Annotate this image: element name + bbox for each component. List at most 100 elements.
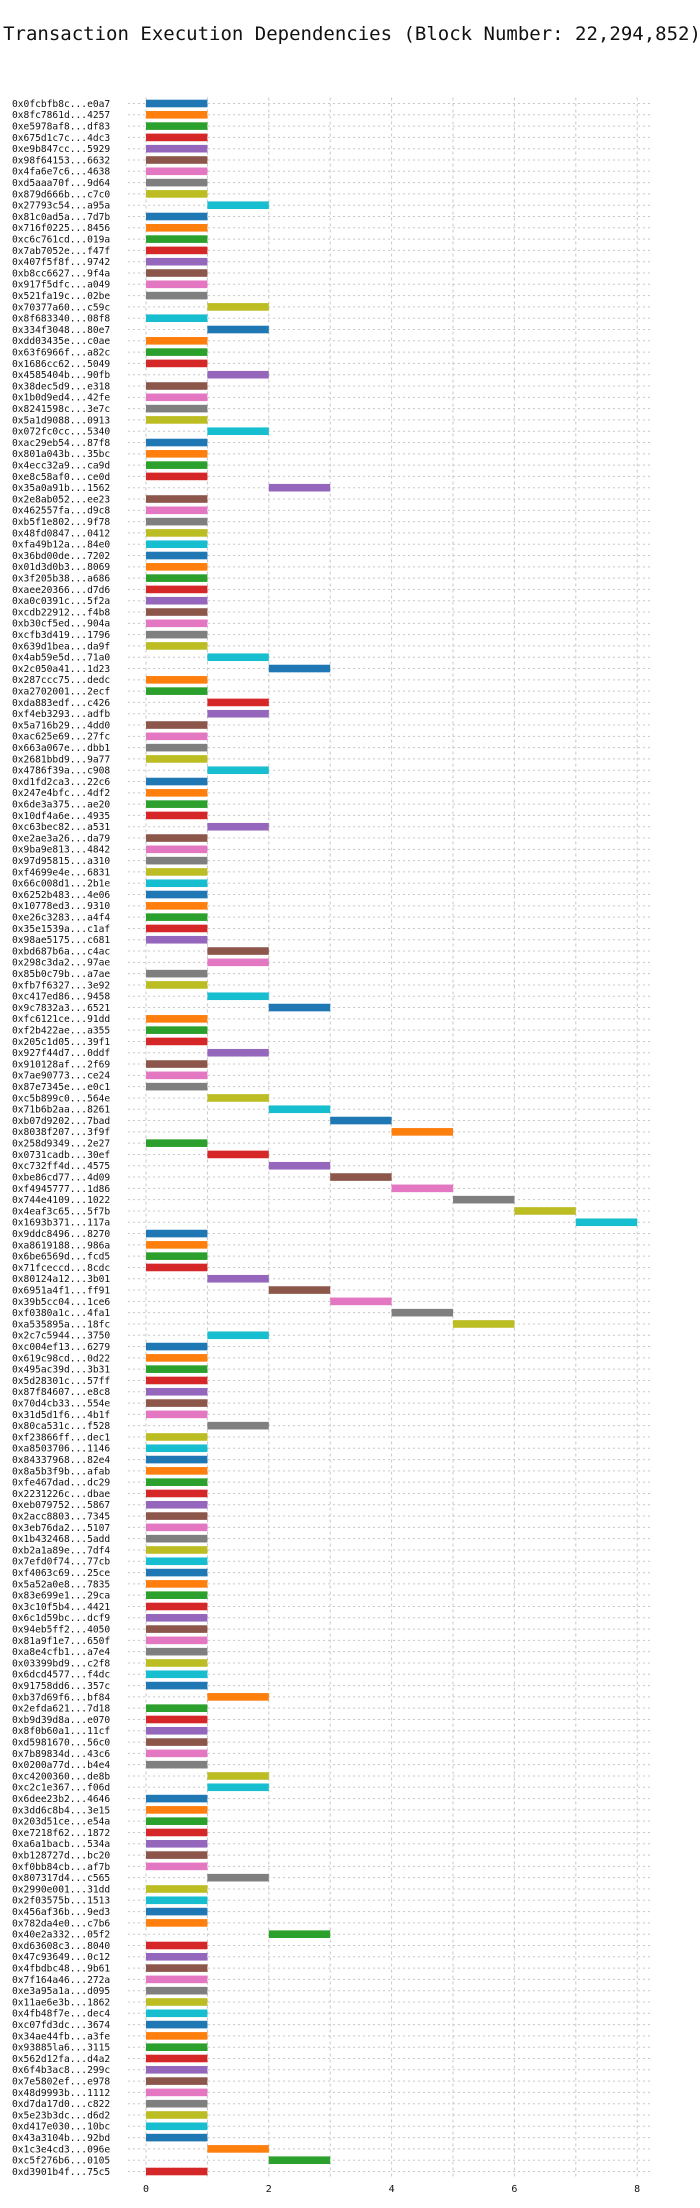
transaction-bar <box>146 1964 208 1972</box>
transaction-label: 0xaee20366...d7d6 <box>12 585 110 596</box>
transaction-label: 0x83e699e1...29ca <box>12 1591 110 1602</box>
transaction-bar <box>146 755 208 763</box>
transaction-label: 0x4fbdbc48...9b61 <box>12 1963 110 1974</box>
transaction-bar <box>207 653 269 662</box>
transaction-label: 0x4ecc32a9...ca9d <box>12 461 110 472</box>
transaction-label: 0x0200a77d...b4e4 <box>12 1760 110 1771</box>
transaction-bar <box>146 461 208 469</box>
x-tick-label: 2 <box>266 2184 272 2195</box>
transaction-bar <box>146 1647 208 1656</box>
transaction-label: 0xe8c58af0...ce0d <box>12 472 110 483</box>
transaction-bar <box>146 1252 208 1260</box>
transaction-bar <box>146 1399 208 1407</box>
transaction-label: 0x98f64153...6632 <box>12 155 110 166</box>
transaction-bar <box>146 235 208 243</box>
transaction-bar <box>146 133 208 142</box>
transaction-bar <box>146 2111 208 2119</box>
transaction-label: 0xe9b847cc...5929 <box>12 144 110 155</box>
transaction-bar <box>146 1885 208 1893</box>
transaction-label: 0x521fa19c...02be <box>12 291 110 302</box>
transaction-label: 0xc5b899c0...564e <box>12 1093 110 1104</box>
transaction-bar <box>146 2043 208 2051</box>
transaction-bar <box>146 1060 208 1068</box>
transaction-bar <box>146 1636 208 1645</box>
transaction-label: 0xe3a95a1a...d095 <box>12 1986 110 1997</box>
transaction-bar <box>207 709 269 718</box>
transaction-label: 0x91758dd6...357c <box>12 1681 110 1692</box>
transaction-bar <box>146 1704 208 1712</box>
transaction-label: 0x43a3104b...92bd <box>12 2133 110 2144</box>
transaction-bar <box>146 1082 208 1091</box>
transaction-label: 0xf2b422ae...a355 <box>12 1026 110 1037</box>
transaction-label: 0x4fb48f7e...dec4 <box>12 2009 110 2020</box>
transaction-label: 0x80ca531c...f528 <box>12 1421 110 1432</box>
transaction-label: 0xd3901b4f...75c5 <box>12 2167 110 2178</box>
transaction-bar <box>514 1207 576 1215</box>
transaction-bar <box>453 1195 515 1204</box>
transaction-label: 0x879d666b...c7c0 <box>12 189 110 200</box>
transaction-label: 0x1693b371...117a <box>12 1218 110 1229</box>
transaction-label: 0x6dee23b2...4646 <box>12 1794 110 1805</box>
transaction-bar <box>146 1613 208 1622</box>
transaction-label: 0x1686cc62...5049 <box>12 359 110 370</box>
transaction-label: 0x01d3d0b3...8069 <box>12 562 110 573</box>
transaction-bar <box>207 992 269 1001</box>
transaction-bar <box>207 698 269 707</box>
transaction-label: 0xf4eb3293...adfb <box>12 709 110 720</box>
transaction-label: 0x93885la6...3115 <box>12 2043 110 2054</box>
transaction-bar <box>146 2009 208 2018</box>
transaction-label: 0x407f5f8f...9742 <box>12 257 110 268</box>
chart-title: Transaction Execution Dependencies (Bloc… <box>3 23 700 45</box>
transaction-bar <box>146 574 208 582</box>
transaction-bar <box>146 1376 208 1385</box>
transaction-label: 0x80124a12...3b01 <box>12 1274 110 1285</box>
transaction-bar <box>146 800 208 808</box>
transaction-label: 0x48fd0847...0412 <box>12 528 110 539</box>
transaction-label: 0xa535895a...18fc <box>12 1319 110 1330</box>
transaction-bar <box>146 1139 208 1147</box>
transaction-label: 0x87f84607...e8c8 <box>12 1387 110 1398</box>
transaction-bar <box>146 506 208 515</box>
transaction-bar <box>146 1365 208 1373</box>
transaction-bar <box>146 596 208 605</box>
transaction-label: 0xb30cf5ed...904a <box>12 619 110 630</box>
transaction-label: 0xa0c0391c...5f2a <box>12 596 110 607</box>
transaction-label: 0xda883edf...c426 <box>12 698 110 709</box>
transaction-label: 0x63f6966f...a82c <box>12 348 110 359</box>
transaction-label: 0x85b0c79b...a7ae <box>12 969 110 980</box>
transaction-bar <box>146 1229 208 1238</box>
transaction-bar <box>146 167 208 176</box>
transaction-label: 0x3dd6c8b4...3e15 <box>12 1805 110 1816</box>
transaction-bar <box>268 2156 331 2164</box>
transaction-bar <box>330 1297 392 1306</box>
transaction-label: 0x7e5802ef...e978 <box>12 2076 110 2087</box>
transaction-label: 0xac29eb54...87f8 <box>12 438 110 449</box>
transaction-label: 0x1c3e4cd3...096e <box>12 2144 110 2155</box>
transaction-bar <box>207 370 269 379</box>
transaction-bar <box>146 1715 208 1724</box>
transaction-label: 0xfb7f6327...3e92 <box>12 980 110 991</box>
transaction-bar <box>146 540 208 549</box>
transaction-bar <box>207 1274 269 1283</box>
transaction-bar <box>146 619 208 628</box>
transaction-bar <box>146 1512 208 1520</box>
transaction-bar <box>146 1760 208 1769</box>
transaction-bar <box>146 2099 208 2108</box>
transaction-label: 0x619c98cd...0d22 <box>12 1353 110 1364</box>
transaction-label: 0x8241598c...3e7c <box>12 404 110 415</box>
transaction-bar <box>146 1749 208 1758</box>
transaction-label: 0x3f205b38...a686 <box>12 574 110 585</box>
transaction-label: 0x258d9349...2e27 <box>12 1139 110 1150</box>
transaction-label: 0x87e7345e...e0c1 <box>12 1082 110 1093</box>
transaction-label: 0x801a043b...35bc <box>12 449 110 460</box>
transaction-bar <box>146 642 208 650</box>
transaction-label: 0x4fa6e7c6...4638 <box>12 167 110 178</box>
transaction-bar <box>391 1128 453 1136</box>
transaction-bar <box>146 1071 208 1080</box>
transaction-bar <box>207 1331 269 1340</box>
transaction-bar <box>146 777 208 786</box>
transaction-label: 0xc07fd3dc...3674 <box>12 2020 110 2031</box>
transaction-label: 0xc417ed86...9458 <box>12 992 110 1003</box>
transaction-label: 0x247e4bfc...4df2 <box>12 788 110 799</box>
